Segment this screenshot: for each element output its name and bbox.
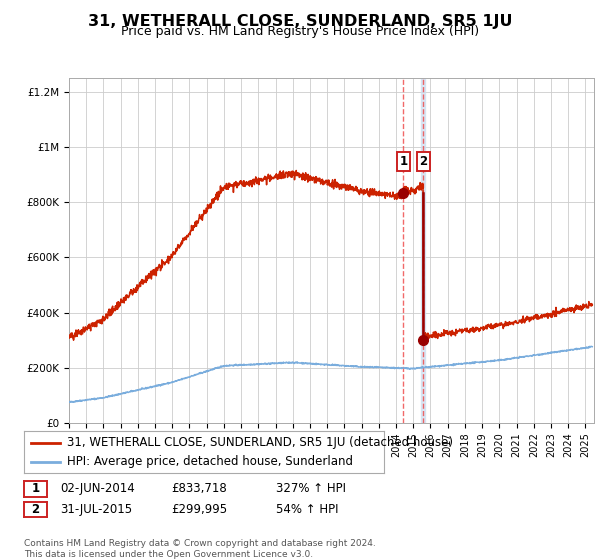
Text: 1: 1 — [31, 482, 40, 496]
Text: 31, WETHERALL CLOSE, SUNDERLAND, SR5 1JU: 31, WETHERALL CLOSE, SUNDERLAND, SR5 1JU — [88, 14, 512, 29]
Text: HPI: Average price, detached house, Sunderland: HPI: Average price, detached house, Sund… — [67, 455, 353, 468]
Text: 31, WETHERALL CLOSE, SUNDERLAND, SR5 1JU (detached house): 31, WETHERALL CLOSE, SUNDERLAND, SR5 1JU… — [67, 436, 453, 449]
Text: Contains HM Land Registry data © Crown copyright and database right 2024.
This d: Contains HM Land Registry data © Crown c… — [24, 539, 376, 559]
Text: 31-JUL-2015: 31-JUL-2015 — [60, 503, 132, 516]
Text: £299,995: £299,995 — [171, 503, 227, 516]
Text: 2: 2 — [31, 503, 40, 516]
Text: £833,718: £833,718 — [171, 482, 227, 496]
Text: 2: 2 — [419, 155, 427, 168]
Bar — [421, 78, 425, 423]
Text: 327% ↑ HPI: 327% ↑ HPI — [276, 482, 346, 496]
Text: 54% ↑ HPI: 54% ↑ HPI — [276, 503, 338, 516]
Text: 1: 1 — [399, 155, 407, 168]
Text: Price paid vs. HM Land Registry's House Price Index (HPI): Price paid vs. HM Land Registry's House … — [121, 25, 479, 38]
Text: 02-JUN-2014: 02-JUN-2014 — [60, 482, 135, 496]
